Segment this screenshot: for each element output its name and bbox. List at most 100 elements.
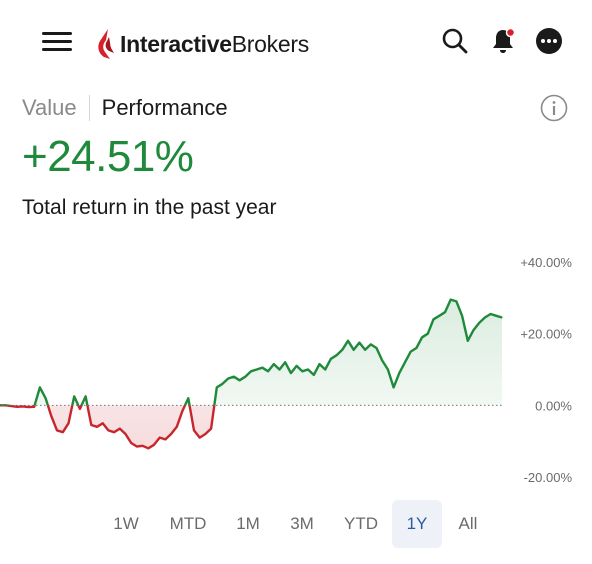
range-all[interactable]: All <box>458 514 478 533</box>
data-point <box>336 354 338 356</box>
data-point <box>307 368 309 371</box>
time-range-selector: 1W MTD 1M 3M YTD 1Y All <box>0 500 592 548</box>
data-point <box>495 315 497 317</box>
data-point <box>438 315 440 317</box>
data-point <box>347 340 349 342</box>
data-point <box>107 429 109 431</box>
view-tabs: Value Performance <box>22 92 240 124</box>
data-point <box>16 406 18 408</box>
total-return-value: +24.51% <box>22 132 194 181</box>
info-icon[interactable] <box>540 94 568 122</box>
data-point <box>284 361 286 363</box>
data-point <box>0 404 1 406</box>
data-point <box>67 422 70 424</box>
data-point <box>410 351 412 353</box>
data-point <box>119 428 121 430</box>
data-point <box>461 315 463 317</box>
data-point <box>478 322 480 324</box>
data-point <box>290 372 292 374</box>
data-point <box>90 424 92 426</box>
data-point <box>10 405 12 407</box>
data-point <box>33 406 35 408</box>
data-point <box>5 404 7 406</box>
data-point <box>387 368 389 371</box>
interactive-brokers-logo: InteractiveBrokers <box>96 26 309 62</box>
data-point <box>22 405 24 407</box>
data-point <box>404 361 406 363</box>
data-point <box>56 429 58 431</box>
data-point <box>250 370 252 372</box>
data-point <box>45 397 47 399</box>
data-point <box>427 333 429 335</box>
data-point <box>318 363 321 365</box>
performance-chart: +40.00% +20.00% 0.00% -20.00% <box>0 255 573 485</box>
data-point <box>50 415 52 417</box>
more-icon[interactable] <box>532 24 566 58</box>
data-point <box>227 377 229 380</box>
data-point <box>153 444 155 446</box>
data-point <box>375 347 378 349</box>
y-tick-label: -20.00% <box>524 470 573 485</box>
data-point <box>193 429 195 431</box>
range-1w[interactable]: 1W <box>113 514 139 533</box>
data-point <box>210 428 212 430</box>
data-point <box>490 313 492 315</box>
search-icon[interactable] <box>438 24 472 58</box>
data-point <box>330 358 332 360</box>
range-1m[interactable]: 1M <box>236 514 260 533</box>
data-point <box>370 343 372 345</box>
data-point <box>273 363 275 365</box>
data-point <box>221 383 224 385</box>
data-point <box>244 376 246 378</box>
data-point <box>501 316 503 319</box>
data-point <box>79 408 81 410</box>
data-point <box>27 406 30 408</box>
range-3m[interactable]: 3M <box>290 514 314 533</box>
data-point <box>124 433 127 435</box>
data-point <box>73 395 75 397</box>
data-point <box>239 379 241 381</box>
data-point <box>85 395 87 397</box>
data-point <box>170 433 172 435</box>
logo-wordmark: InteractiveBrokers <box>120 30 309 57</box>
total-return-caption: Total return in the past year <box>22 196 277 219</box>
data-point <box>393 386 395 388</box>
data-point <box>256 368 258 371</box>
data-point <box>159 437 161 439</box>
top-app-bar: InteractiveBrokers <box>0 0 592 86</box>
data-point <box>415 347 417 349</box>
data-point <box>96 426 98 428</box>
data-point <box>484 316 486 319</box>
data-point <box>39 386 41 388</box>
data-point <box>358 342 360 344</box>
data-point <box>450 299 452 301</box>
tab-performance[interactable]: Performance <box>88 95 240 121</box>
notification-dot-icon <box>505 27 516 38</box>
data-point <box>296 365 298 367</box>
data-point <box>278 368 281 371</box>
data-point <box>130 442 132 444</box>
data-point <box>313 374 315 376</box>
data-point <box>324 368 326 371</box>
data-point <box>113 431 115 433</box>
data-point <box>421 336 423 338</box>
data-point <box>472 329 475 331</box>
data-point <box>181 410 184 412</box>
tab-value[interactable]: Value <box>22 95 77 120</box>
data-point <box>142 445 144 447</box>
range-mtd[interactable]: MTD <box>169 514 207 533</box>
data-point <box>467 340 469 342</box>
y-tick-label: +20.00% <box>520 327 572 342</box>
ib-logo-mark-icon <box>98 29 114 59</box>
data-point <box>432 318 435 320</box>
range-ytd[interactable]: YTD <box>344 514 378 533</box>
data-point <box>164 438 166 440</box>
data-point <box>204 433 206 435</box>
data-point <box>233 376 235 378</box>
y-tick-label: 0.00% <box>535 398 572 413</box>
range-1y[interactable]: 1Y <box>392 500 442 548</box>
data-point <box>147 447 149 449</box>
data-point <box>381 359 383 362</box>
menu-icon[interactable] <box>42 30 74 52</box>
notification-bell-icon[interactable] <box>486 24 520 58</box>
